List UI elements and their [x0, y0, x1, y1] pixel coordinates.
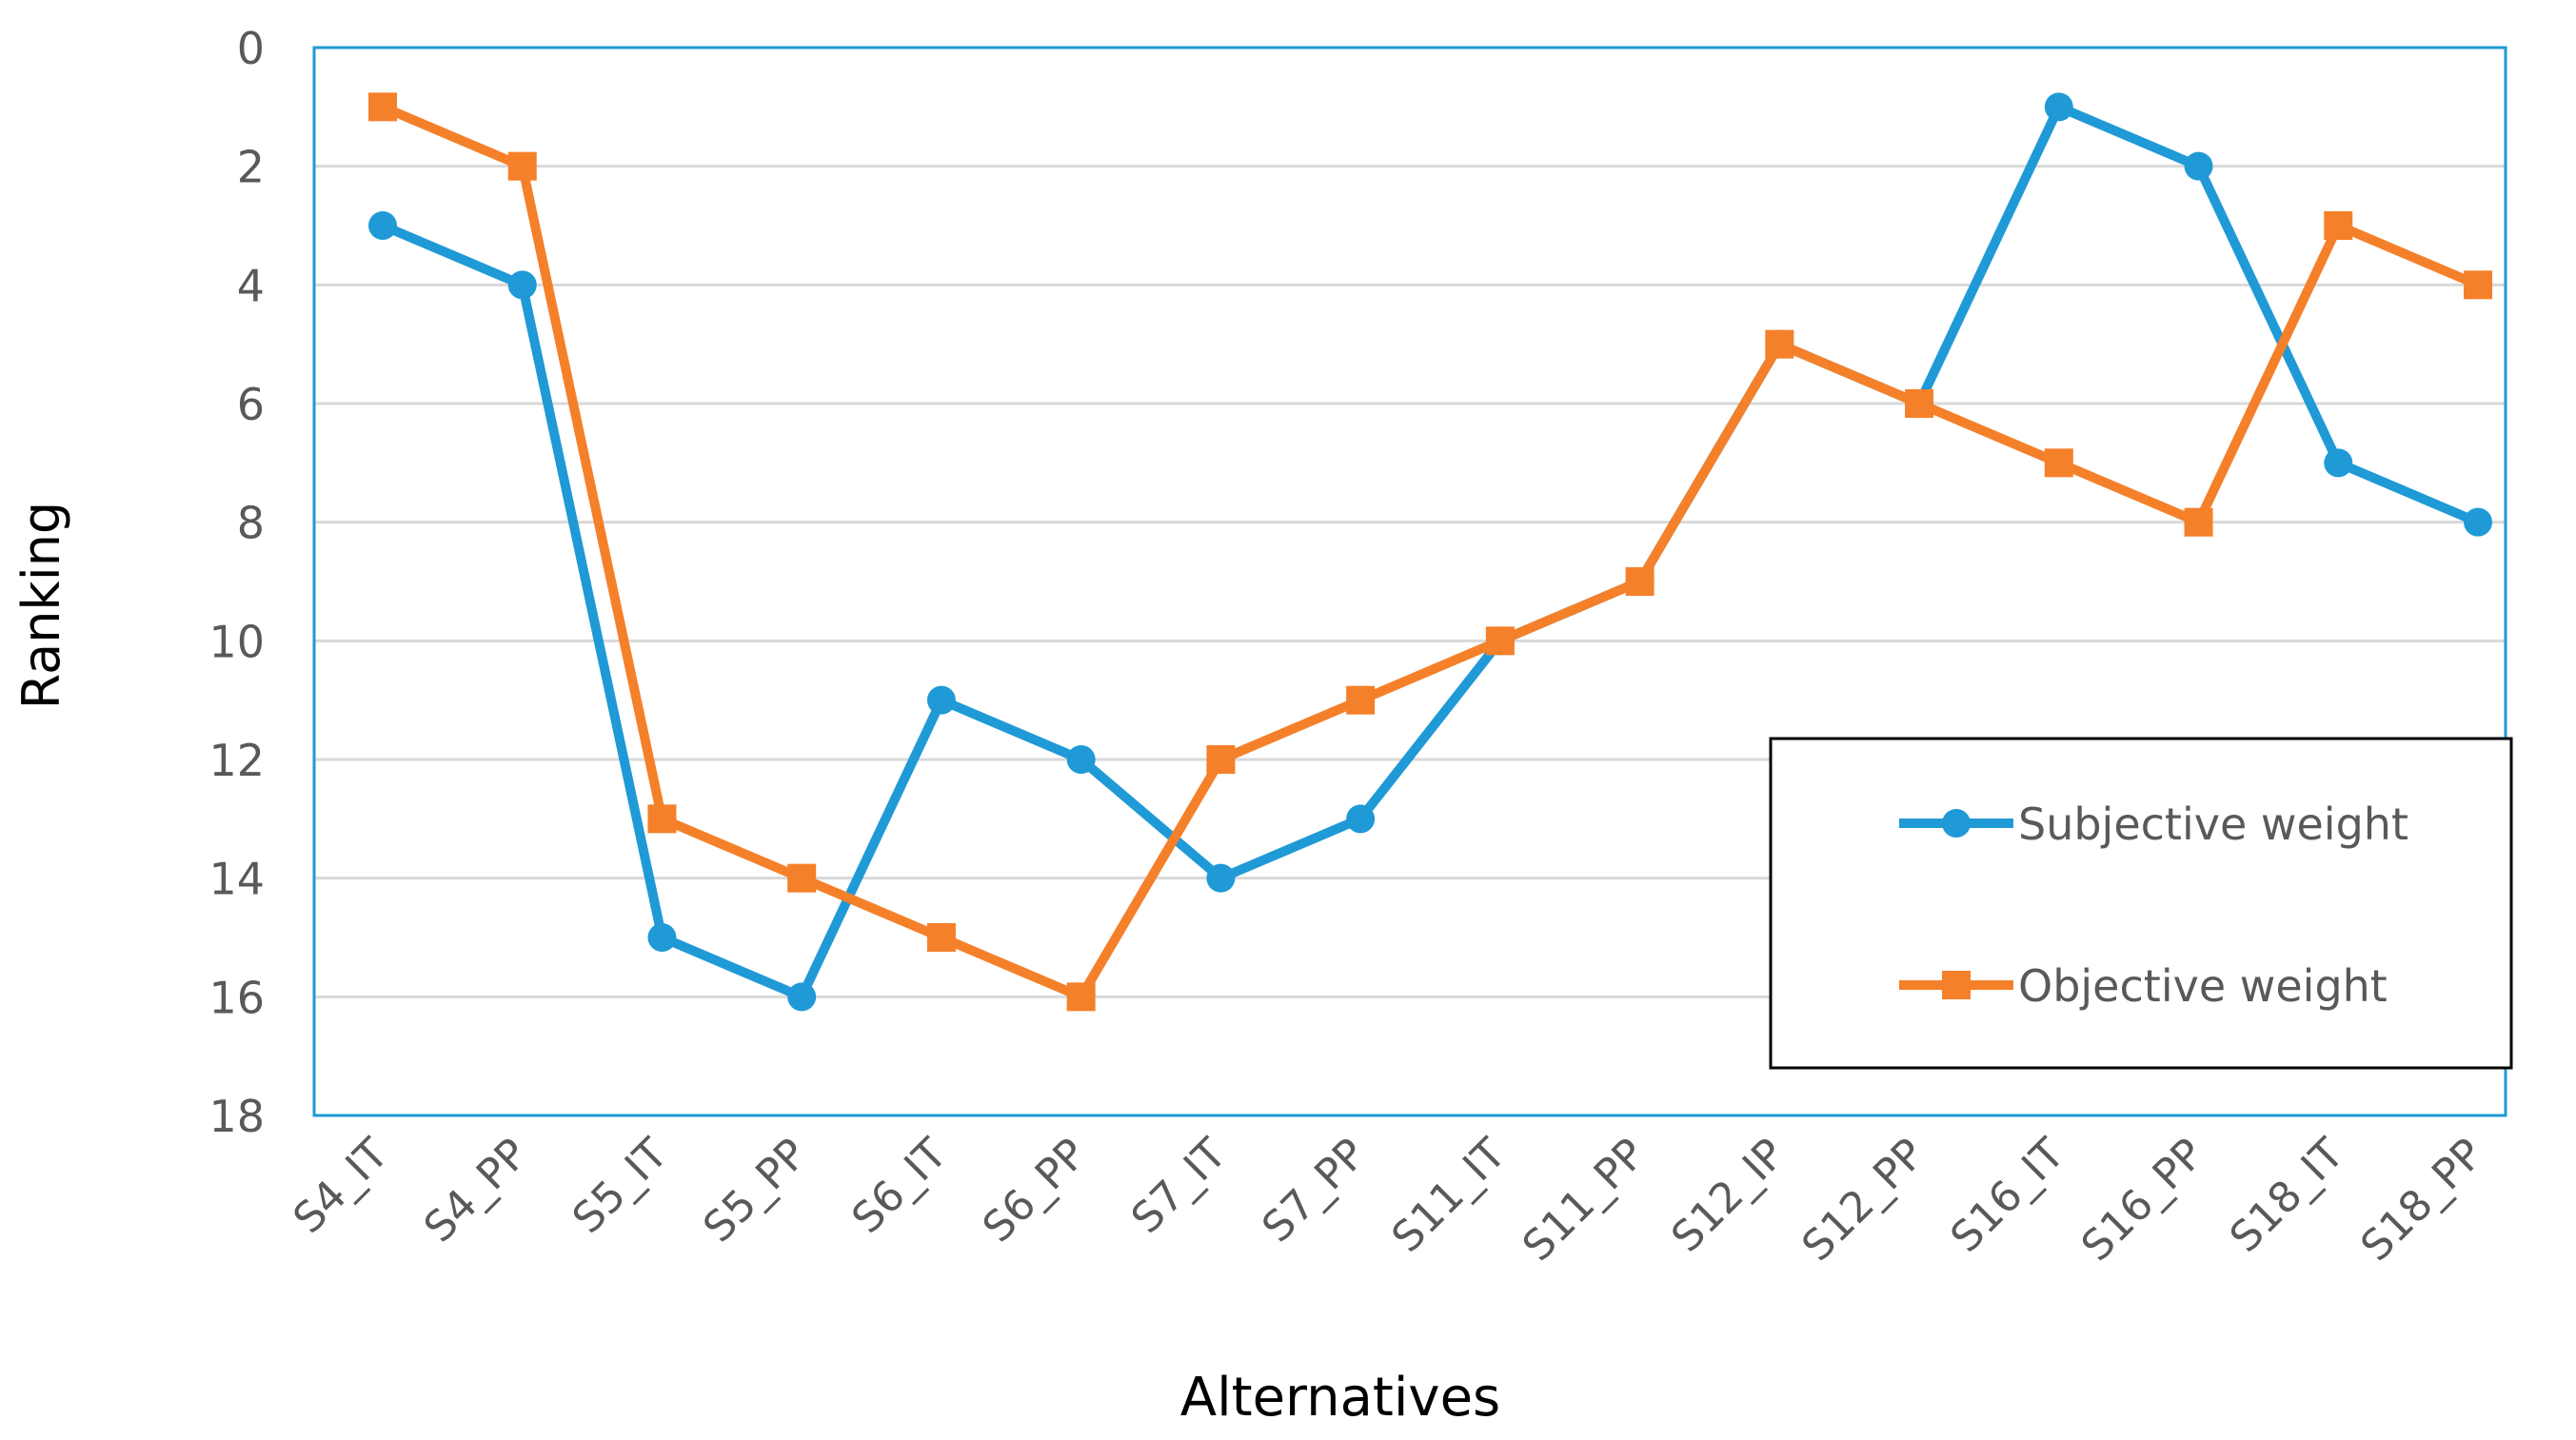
x-tick-label: S12_PP: [1793, 1130, 1933, 1271]
data-point: [647, 804, 677, 834]
x-tick-label: S11_PP: [1514, 1130, 1655, 1271]
data-point: [2184, 151, 2213, 181]
x-tick-label: S6_PP: [974, 1130, 1097, 1253]
data-point: [2184, 507, 2213, 537]
legend-objective-marker: [1942, 971, 1971, 999]
x-tick-label: S6_IT: [842, 1130, 956, 1243]
y-tick-label: 10: [208, 616, 265, 667]
x-tick-label: S4_IT: [284, 1130, 397, 1243]
y-axis-title: Ranking: [11, 502, 71, 709]
data-point: [368, 211, 397, 240]
legend-subjective-marker: [1942, 809, 1971, 838]
y-tick-label: 0: [237, 23, 265, 74]
x-tick-label: S12_IP: [1662, 1130, 1794, 1262]
y-tick-label: 12: [208, 735, 265, 786]
x-tick-label: S7_IT: [1122, 1130, 1236, 1243]
x-tick-label: S18_IT: [2221, 1130, 2353, 1262]
y-tick-label: 2: [237, 142, 265, 193]
legend: Subjective weight Objective weight: [1769, 737, 2513, 1070]
y-tick-label: 18: [208, 1091, 265, 1142]
data-point: [368, 92, 397, 122]
data-point: [507, 270, 537, 300]
y-axis-ticks: 0 2 4 6 8 10 12 14 16 18: [208, 23, 265, 1142]
data-point: [1066, 982, 1096, 1012]
data-point: [2324, 211, 2353, 240]
data-point: [1066, 745, 1096, 774]
data-point: [926, 923, 956, 952]
legend-box: [1769, 737, 2513, 1070]
data-point: [1625, 567, 1655, 596]
data-point: [1346, 804, 1376, 834]
y-tick-label: 6: [237, 379, 265, 430]
x-tick-label: S16_PP: [2072, 1130, 2213, 1271]
data-point: [2044, 92, 2073, 122]
series-layer: [368, 92, 2492, 1012]
data-point: [2044, 448, 2073, 478]
data-point: [1905, 389, 1934, 418]
data-point: [1206, 863, 1236, 893]
data-point: [2464, 270, 2492, 300]
y-tick-label: 16: [208, 972, 265, 1023]
data-point: [2324, 448, 2353, 478]
data-point: [1206, 745, 1236, 774]
x-tick-label: S7_PP: [1253, 1130, 1376, 1253]
data-point: [787, 982, 817, 1012]
legend-subjective-label: Subjective weight: [2018, 799, 2408, 850]
x-tick-label: S4_PP: [415, 1130, 538, 1253]
series-1: [368, 92, 2492, 1012]
series-line: [381, 102, 2480, 1002]
x-tick-label: S11_IT: [1382, 1130, 1515, 1262]
data-point: [2464, 507, 2492, 537]
x-tick-label: S5_IT: [564, 1130, 677, 1243]
data-point: [507, 151, 537, 181]
x-tick-label: S16_IT: [1941, 1130, 2073, 1262]
data-point: [1346, 685, 1376, 715]
x-axis-title: Alternatives: [1180, 1367, 1500, 1429]
plot-area-border: [312, 46, 2507, 1117]
y-tick-label: 4: [237, 260, 265, 311]
data-point: [1765, 329, 1794, 359]
x-axis-ticks: S4_IT S4_PP S5_IT S5_PP S6_IT S6_PP S7_IT S7_PP…: [284, 1130, 2492, 1272]
data-point: [647, 923, 677, 952]
legend-objective-label: Objective weight: [2018, 960, 2388, 1012]
series-line: [381, 102, 2480, 1002]
y-tick-label: 8: [237, 498, 265, 549]
x-tick-label: S5_PP: [694, 1130, 817, 1253]
x-tick-label: S18_PP: [2351, 1130, 2492, 1271]
y-tick-label: 14: [208, 854, 265, 905]
data-point: [926, 685, 956, 715]
data-point: [787, 863, 817, 893]
data-point: [1485, 626, 1515, 656]
